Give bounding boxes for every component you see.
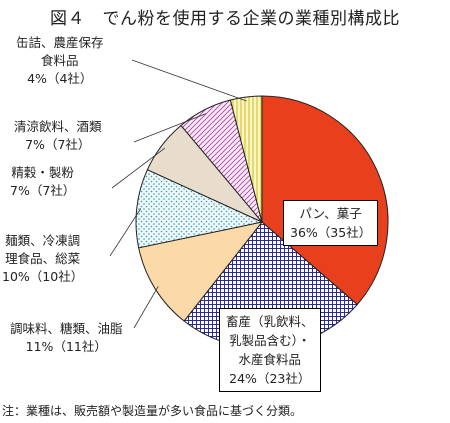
slice-label-line: 畜産（乳飲料、 xyxy=(226,314,314,329)
slice-label-1: 畜産（乳飲料、 乳製品含む）・ 水産食料品 24%（23社） xyxy=(219,308,321,392)
footnote: 注：業種は、販売額や製造量が多い食品に基づく分類。 xyxy=(2,404,303,418)
slice-label-line: 乳製品含む）・ xyxy=(229,333,311,348)
slice-label-line: 調味料、糖類、油脂 xyxy=(10,321,123,336)
slice-label-6: 缶詰、農産保存 食料品 4%（4社） xyxy=(16,34,104,88)
slice-label-line: 4%（4社） xyxy=(27,71,93,86)
slice-label-line: 理食品、総菜 xyxy=(5,251,81,266)
slice-label-line: 10%（10社） xyxy=(2,269,84,284)
slice-label-line: 24%（23社） xyxy=(229,371,311,386)
slice-label-line: 水産食料品 xyxy=(238,352,302,367)
leader-line-3 xyxy=(109,208,142,257)
chart-title: 図４ でん粉を使用する企業の業種別構成比 xyxy=(50,9,400,29)
slice-label-0: パン、菓子 36%（35社） xyxy=(283,200,379,246)
slice-label-3: 麺類、冷凍調 理食品、総菜 10%（10社） xyxy=(2,232,83,286)
slice-label-line: パン、菓子 xyxy=(299,206,362,221)
slice-label-line: 11%（11社） xyxy=(25,339,107,354)
leader-line-4 xyxy=(111,147,166,189)
slice-label-line: 7%（7社） xyxy=(10,183,76,198)
slice-label-4: 精穀・製粉 7%（7社） xyxy=(10,164,75,200)
leader-line-2 xyxy=(133,286,159,329)
slice-label-line: 清涼飲料、酒類 xyxy=(14,119,102,134)
slice-label-line: 食料品 xyxy=(41,53,79,68)
pie-slice-6 xyxy=(229,95,263,223)
leader-line-5 xyxy=(133,113,207,143)
slice-label-5: 清涼飲料、酒類 7%（7社） xyxy=(14,118,102,154)
pie-slice-3 xyxy=(135,168,264,249)
slice-label-line: 麺類、冷凍調 xyxy=(5,233,81,248)
slice-label-2: 調味料、糖類、油脂 11%（11社） xyxy=(10,320,123,356)
slice-label-line: 缶詰、農産保存 xyxy=(16,35,104,50)
leader-line-6 xyxy=(131,59,247,102)
leader-lines xyxy=(109,59,247,329)
slice-label-line: 精穀・製粉 xyxy=(11,165,74,180)
slice-label-line: 36%（35社） xyxy=(290,225,372,240)
pie-slice-2 xyxy=(138,221,264,322)
slice-label-line: 7%（7社） xyxy=(25,137,91,152)
